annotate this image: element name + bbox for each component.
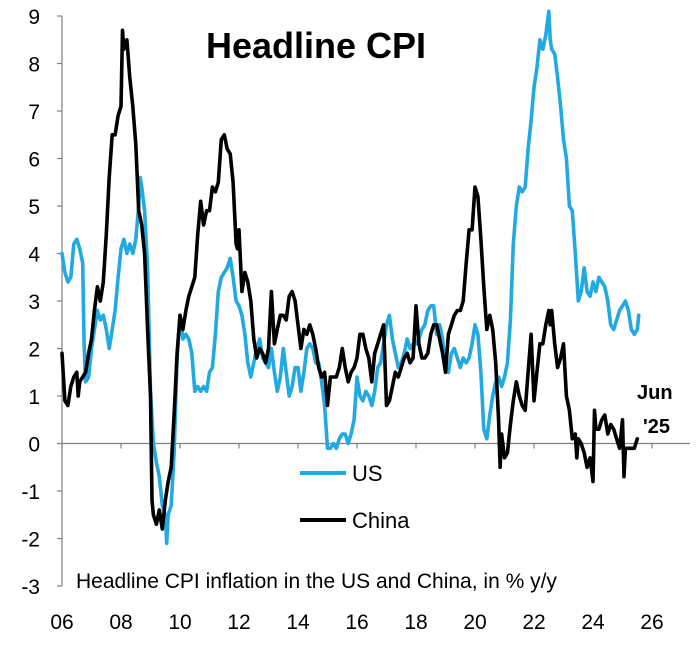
chart-caption: Headline CPI inflation in the US and Chi… xyxy=(76,570,557,593)
legend: US China xyxy=(300,461,410,533)
y-tick-label: 8 xyxy=(28,54,40,77)
y-tick-label: 5 xyxy=(28,196,40,219)
x-tick-label: 20 xyxy=(463,611,486,634)
series-line-us xyxy=(60,9,641,546)
x-tick-label: 24 xyxy=(581,611,605,634)
y-tick-label: 7 xyxy=(28,101,40,124)
y-tick-label: 9 xyxy=(28,6,40,29)
series-layer xyxy=(60,9,641,546)
y-tick-label: 6 xyxy=(28,149,40,172)
x-tick-label: 14 xyxy=(286,611,310,634)
x-tick-label: 06 xyxy=(50,611,73,634)
y-tick-label: 4 xyxy=(28,244,40,267)
x-tick-label: 16 xyxy=(345,611,368,634)
y-tick-label: 3 xyxy=(28,291,40,314)
x-tick-label: 22 xyxy=(522,611,545,634)
x-tick-label: 10 xyxy=(168,611,191,634)
annotation-jun: Jun xyxy=(637,382,673,404)
y-tick-label: -2 xyxy=(21,529,40,552)
legend-label-us: US xyxy=(352,461,383,486)
chart-title: Headline CPI xyxy=(206,25,426,66)
y-tick-label: 2 xyxy=(28,339,40,362)
y-tick-label: 0 xyxy=(28,434,40,457)
y-tick-label: -1 xyxy=(21,481,40,504)
x-tick-label: 18 xyxy=(404,611,427,634)
annotation-year: '25 xyxy=(643,416,670,438)
y-tick-label: 1 xyxy=(28,386,40,409)
series-line-china xyxy=(60,28,640,531)
x-tick-label: 08 xyxy=(109,611,132,634)
x-tick-label: 12 xyxy=(227,611,250,634)
x-tick-label: 26 xyxy=(640,611,663,634)
legend-label-china: China xyxy=(352,508,410,533)
y-tick-label: -3 xyxy=(21,576,40,599)
